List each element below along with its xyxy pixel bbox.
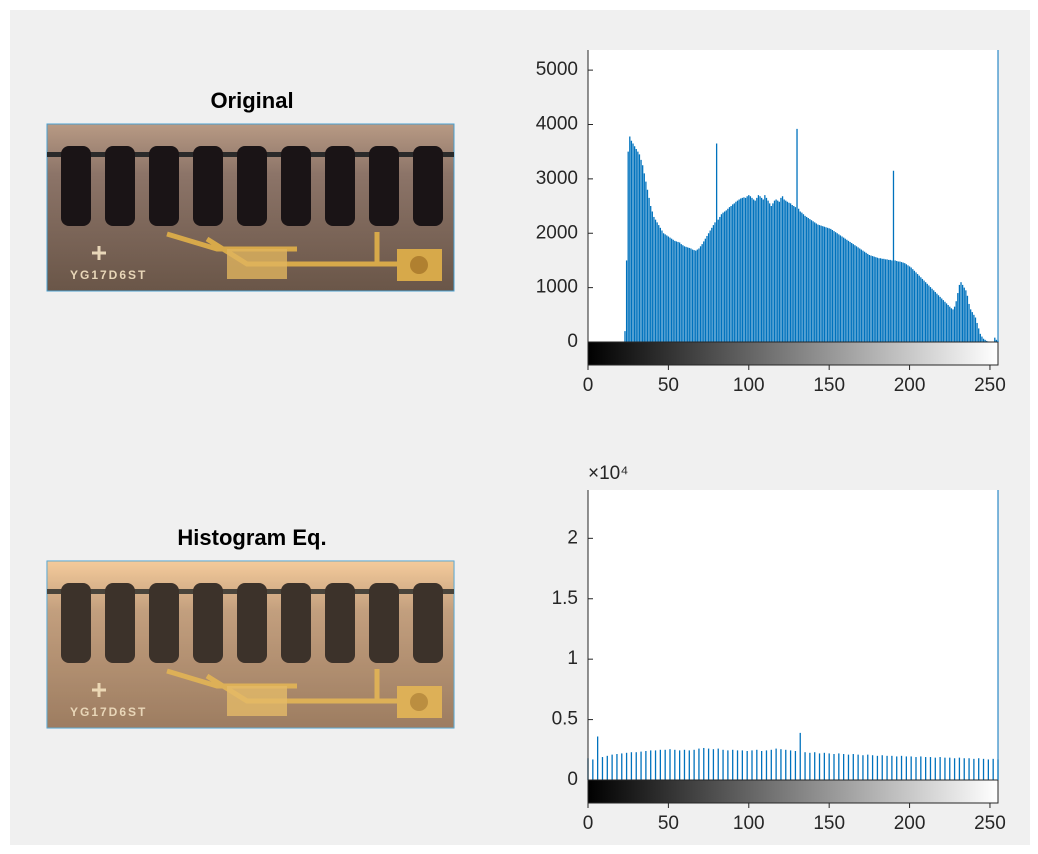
x-tick-label: 150: [813, 375, 845, 396]
y-tick-label: 1: [567, 648, 578, 669]
y-tick-label: 4000: [536, 114, 578, 135]
y-tick-label: 3000: [536, 168, 578, 189]
y-tick-label: 0: [567, 769, 578, 790]
x-tick-label: 200: [894, 813, 926, 834]
original-image: YG17D6ST: [47, 124, 454, 291]
colorbar: [588, 342, 998, 365]
x-tick-label: 150: [813, 813, 845, 834]
chip-marking: YG17D6ST: [70, 268, 147, 282]
image-title: Original: [210, 88, 293, 113]
y-tick-label: 0: [567, 331, 578, 352]
x-tick-label: 100: [733, 375, 765, 396]
figure: Original YG17D6ST Histogram Eq. YG17D6ST…: [0, 0, 1038, 854]
x-tick-label: 100: [733, 813, 765, 834]
equalized-image: YG17D6ST: [47, 561, 454, 728]
chip-marking: YG17D6ST: [70, 705, 147, 719]
y-tick-label: 1.5: [552, 588, 578, 609]
x-tick-label: 250: [974, 375, 1006, 396]
y-tick-label: 0.5: [552, 709, 578, 730]
x-tick-label: 50: [658, 813, 679, 834]
image-title: Histogram Eq.: [177, 525, 326, 550]
y-tick-label: 2000: [536, 222, 578, 243]
y-tick-label: 5000: [536, 59, 578, 80]
y-tick-label: 2: [567, 527, 578, 548]
x-tick-label: 250: [974, 813, 1006, 834]
y-exponent-label: ×10⁴: [588, 463, 628, 484]
x-tick-label: 200: [894, 375, 926, 396]
x-tick-label: 0: [583, 375, 594, 396]
x-tick-label: 50: [658, 375, 679, 396]
y-tick-label: 1000: [536, 277, 578, 298]
x-tick-label: 0: [583, 813, 594, 834]
colorbar: [588, 780, 998, 803]
plot-area: [588, 490, 998, 780]
